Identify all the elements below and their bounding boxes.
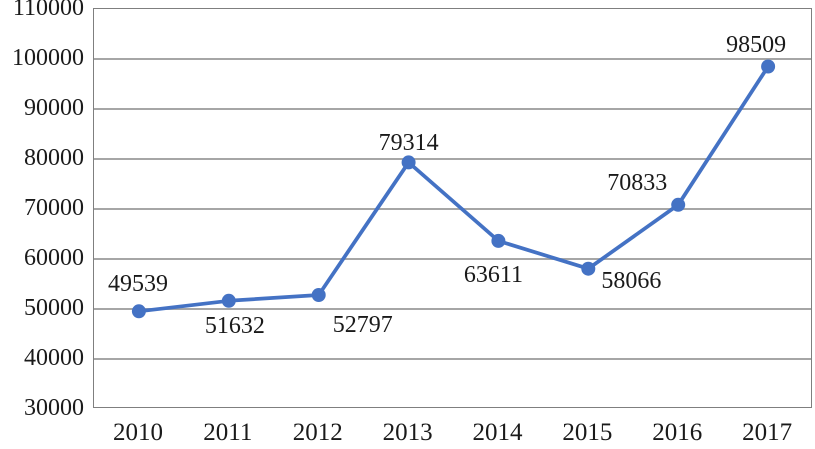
data-label: 79314 bbox=[378, 130, 439, 157]
gridline bbox=[94, 108, 811, 110]
gridline bbox=[94, 58, 811, 60]
y-tick-label: 110000 bbox=[12, 0, 84, 21]
series-svg bbox=[131, 59, 776, 319]
y-tick-label: 80000 bbox=[24, 145, 84, 171]
gridline bbox=[94, 308, 811, 310]
data-label: 98509 bbox=[726, 32, 787, 59]
data-label: 70833 bbox=[607, 169, 668, 196]
x-tick-label: 2013 bbox=[382, 419, 433, 446]
data-label: 51632 bbox=[204, 312, 265, 339]
data-label: 58066 bbox=[601, 267, 662, 294]
data-point-marker bbox=[221, 293, 236, 308]
data-label: 63611 bbox=[463, 261, 523, 288]
data-point-marker bbox=[311, 288, 326, 302]
y-tick-label: 60000 bbox=[24, 245, 84, 271]
data-point-marker bbox=[401, 155, 416, 170]
data-point-marker bbox=[761, 59, 776, 74]
series-line bbox=[137, 64, 770, 314]
plot-area bbox=[93, 8, 812, 408]
x-tick-label: 2010 bbox=[112, 419, 163, 446]
gridline bbox=[94, 258, 811, 260]
x-tick-label: 2014 bbox=[472, 419, 523, 446]
data-label: 49539 bbox=[107, 271, 168, 298]
data-point-marker bbox=[491, 233, 506, 248]
x-tick-label: 2011 bbox=[203, 419, 253, 446]
y-tick-label: 70000 bbox=[24, 195, 84, 221]
data-label: 52797 bbox=[332, 312, 393, 338]
data-point-marker bbox=[671, 197, 686, 212]
gridline bbox=[94, 358, 811, 360]
y-tick-label: 100000 bbox=[12, 45, 84, 71]
y-tick-label: 40000 bbox=[24, 345, 84, 371]
x-tick-label: 2017 bbox=[742, 419, 793, 446]
y-tick-label: 30000 bbox=[24, 395, 84, 421]
gridline bbox=[94, 208, 811, 210]
x-tick-label: 2012 bbox=[292, 419, 343, 446]
data-point-marker bbox=[131, 304, 146, 319]
gridline bbox=[94, 158, 811, 160]
y-tick-label: 50000 bbox=[24, 295, 84, 321]
data-point-marker bbox=[581, 261, 596, 276]
x-tick-label: 2016 bbox=[652, 419, 703, 446]
y-tick-label: 90000 bbox=[24, 95, 84, 121]
x-tick-label: 2015 bbox=[562, 419, 613, 446]
